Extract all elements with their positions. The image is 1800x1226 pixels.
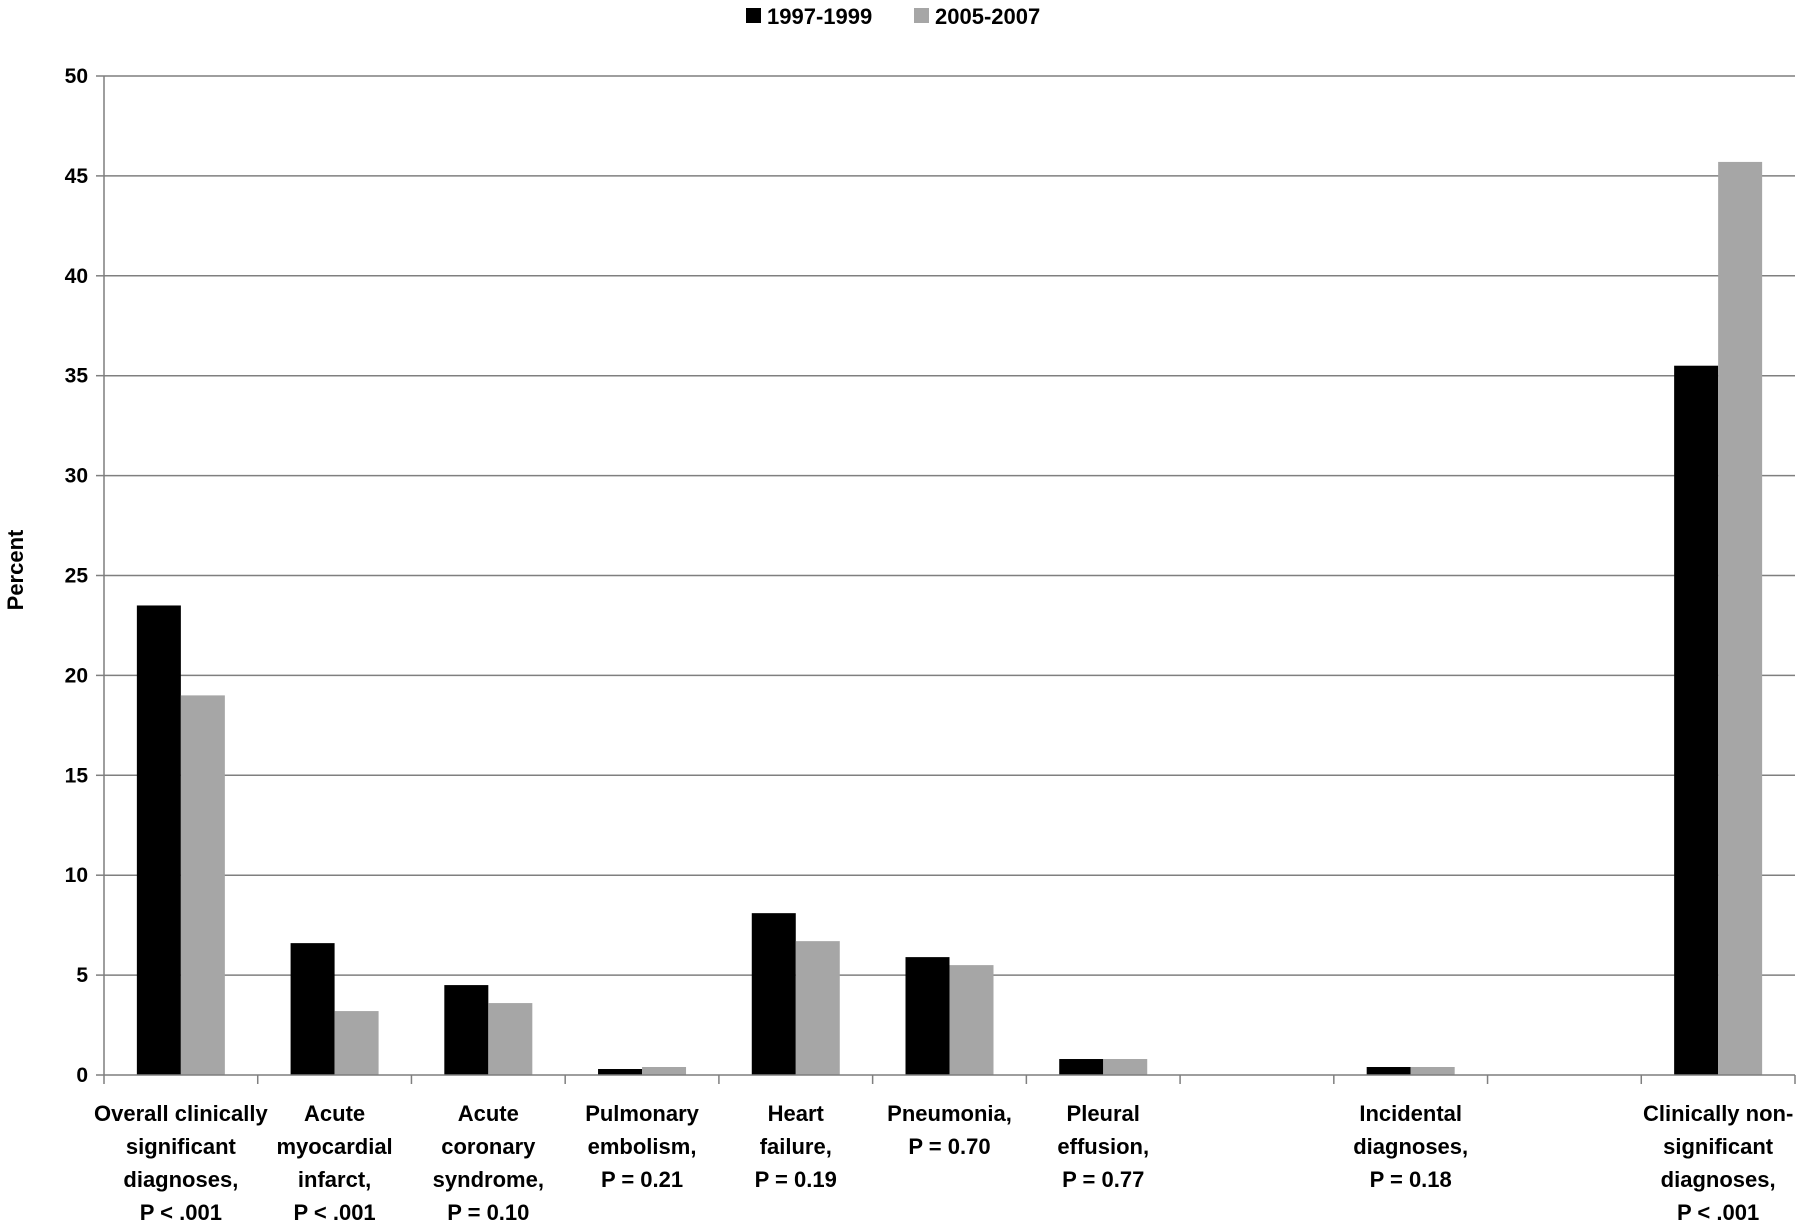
category-label-line: P < .001 <box>1677 1200 1759 1225</box>
y-axis-title: Percent <box>3 529 28 610</box>
bar-2005-2007 <box>180 695 225 1075</box>
y-tick-label: 20 <box>65 664 88 687</box>
legend-swatch <box>746 8 761 23</box>
category-label-line: Incidental <box>1359 1101 1462 1126</box>
category-label: Acute coronary syndrome, P = 0.10 <box>433 1101 544 1225</box>
category-label-line: P = 0.10 <box>447 1200 529 1225</box>
bar-2005-2007 <box>795 941 840 1075</box>
category-label: Heart failure, P = 0.19 <box>755 1101 837 1192</box>
bar-2005-2007 <box>334 1011 379 1075</box>
category-label: Overall clinically significant diagnoses, P… <box>94 1101 268 1225</box>
category-label-line: diagnoses, <box>123 1167 238 1192</box>
bar-1997-1999 <box>1674 365 1719 1076</box>
legend-label: 2005-2007 <box>935 4 1040 29</box>
axes <box>103 76 1796 1084</box>
y-tick-label: 30 <box>65 465 88 488</box>
category-label-line: P < .001 <box>140 1200 222 1225</box>
bar-1997-1999 <box>751 913 796 1075</box>
category-label: Pleural effusion, P = 0.77 <box>1057 1101 1149 1192</box>
category-label-line: Overall clinically <box>94 1101 268 1126</box>
y-tick-label: 40 <box>65 265 88 288</box>
category-label-line: P = 0.21 <box>601 1167 683 1192</box>
category-label-line: myocardial <box>277 1134 393 1159</box>
legend-swatch <box>914 8 929 23</box>
bar-1997-1999 <box>136 605 181 1075</box>
y-tick-label: 15 <box>65 764 89 787</box>
bar-1997-1999 <box>290 943 335 1075</box>
category-label: Clinically non-significant diagnoses, P < … <box>1643 1101 1793 1225</box>
y-tick-label: 25 <box>65 565 89 588</box>
category-label-line: significant <box>126 1134 237 1159</box>
legend: 1997-1999 2005-2007 <box>746 4 1040 29</box>
category-label-line: diagnoses, <box>1353 1134 1468 1159</box>
category-label-line: syndrome, <box>433 1167 544 1192</box>
bar-1997-1999 <box>1366 1067 1411 1075</box>
bars <box>136 161 1763 1076</box>
category-label-line: Clinically non- <box>1643 1101 1793 1126</box>
category-label-line: P = 0.18 <box>1370 1167 1452 1192</box>
y-tick-label: 35 <box>65 365 89 388</box>
category-label-line: P = 0.70 <box>908 1134 990 1159</box>
legend-label: 1997-1999 <box>767 4 872 29</box>
x-axis-labels: Overall clinically significant diagnoses, P… <box>94 1101 1793 1225</box>
category-label-line: Heart <box>768 1101 825 1126</box>
category-label-line: coronary <box>441 1134 536 1159</box>
category-label-line: Pleural <box>1067 1101 1140 1126</box>
bar-1997-1999 <box>1059 1059 1104 1075</box>
category-label: Pulmonary embolism, P = 0.21 <box>585 1101 699 1192</box>
bar-2005-2007 <box>1103 1059 1148 1075</box>
gridlines <box>104 75 1795 976</box>
category-label: Pneumonia, P = 0.70 <box>887 1101 1012 1159</box>
category-label-line: embolism, <box>588 1134 697 1159</box>
bar-2005-2007 <box>1718 161 1763 1075</box>
category-label: Acute myocardial infarct, P < .001 <box>277 1101 393 1225</box>
category-label-line: effusion, <box>1057 1134 1149 1159</box>
bar-2005-2007 <box>488 1003 533 1075</box>
category-label-line: P = 0.19 <box>755 1167 837 1192</box>
y-tick-label: 45 <box>65 165 89 188</box>
category-label: Incidental diagnoses, P = 0.18 <box>1353 1101 1468 1192</box>
bar-1997-1999 <box>905 957 950 1075</box>
y-tick-label: 50 <box>65 65 88 88</box>
category-label-line: significant <box>1663 1134 1774 1159</box>
bar-2005-2007 <box>1410 1067 1455 1075</box>
y-tick-label: 0 <box>76 1064 88 1087</box>
bar-2005-2007 <box>949 965 994 1075</box>
category-label-line: infarct, <box>298 1167 371 1192</box>
category-label-line: Pulmonary <box>585 1101 699 1126</box>
category-label-line: Acute <box>458 1101 519 1126</box>
category-label-line: P = 0.77 <box>1062 1167 1144 1192</box>
category-label-line: Pneumonia, <box>887 1101 1012 1126</box>
category-label-line: failure, <box>760 1134 832 1159</box>
y-tick-label: 5 <box>76 964 88 987</box>
bar-1997-1999 <box>598 1069 643 1075</box>
bar-2005-2007 <box>642 1067 687 1075</box>
category-label-line: P < .001 <box>294 1200 376 1225</box>
y-axis-ticks: 0 5 10 15 20 25 30 35 40 45 50 <box>65 65 104 1087</box>
category-label-line: diagnoses, <box>1661 1167 1776 1192</box>
y-tick-label: 10 <box>65 864 88 887</box>
category-label-line: Acute <box>304 1101 365 1126</box>
bar-1997-1999 <box>444 985 489 1075</box>
